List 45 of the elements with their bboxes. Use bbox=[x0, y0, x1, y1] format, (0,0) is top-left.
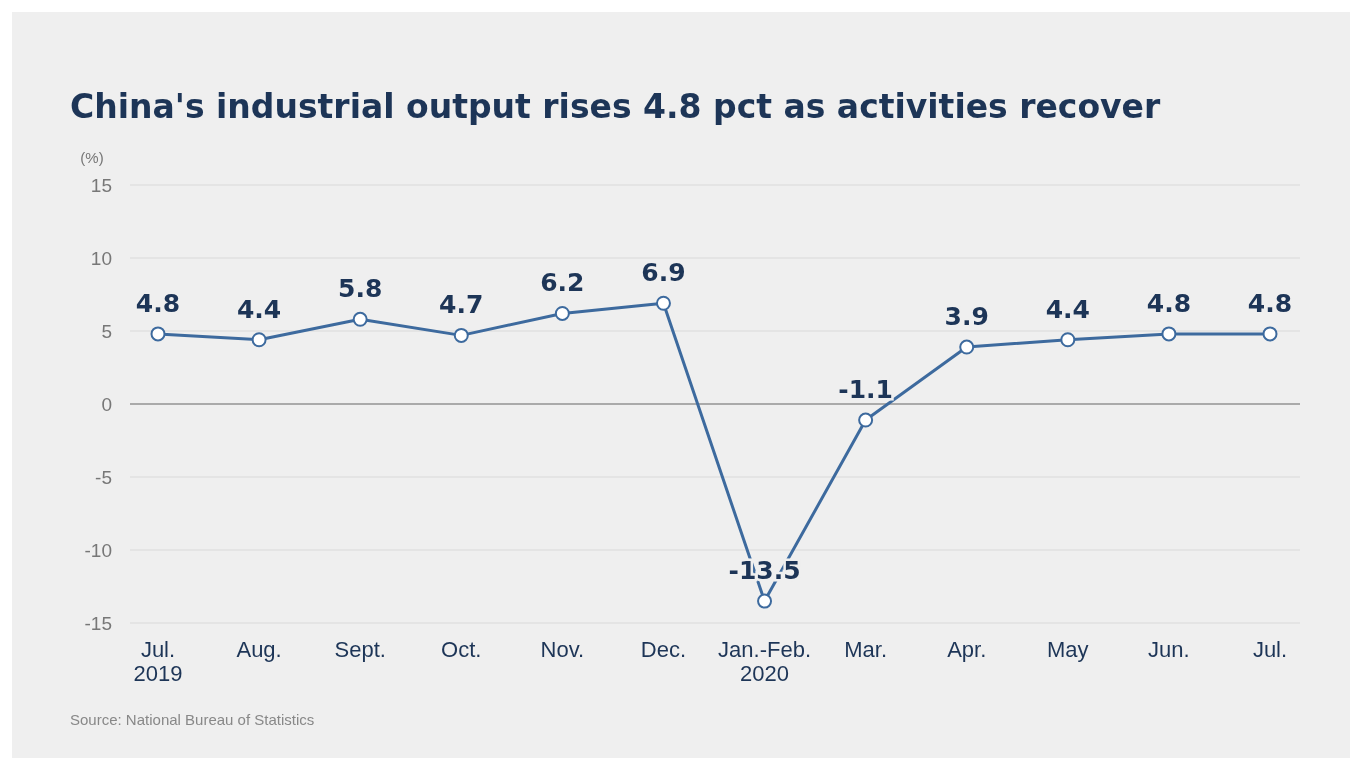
data-label: 4.7 bbox=[439, 290, 484, 320]
y-tick-label: -10 bbox=[84, 539, 112, 561]
data-label: 6.2 bbox=[540, 268, 585, 298]
y-axis-title: (%) bbox=[80, 149, 104, 166]
data-label: 4.4 bbox=[236, 294, 282, 324]
data-label: 4.8 bbox=[1146, 288, 1192, 318]
chart-title: China's industrial output rises 4.8 pct as activities recover bbox=[70, 87, 1161, 126]
point bbox=[554, 305, 570, 321]
point bbox=[959, 339, 975, 355]
x-tick-label: Aug. bbox=[236, 637, 282, 662]
y-tick-label: -15 bbox=[84, 612, 112, 634]
x-tick-label: Sept. bbox=[334, 637, 386, 662]
point bbox=[655, 295, 671, 311]
point bbox=[1262, 326, 1278, 342]
point bbox=[453, 327, 469, 343]
y-tick-label: 15 bbox=[90, 174, 112, 196]
point bbox=[251, 332, 267, 348]
data-label: 4.4 bbox=[1045, 294, 1090, 324]
x-tick-label: Mar. bbox=[844, 637, 888, 662]
y-tick-label: 5 bbox=[101, 320, 112, 342]
x-tick-label: Jul. bbox=[1252, 637, 1288, 662]
x-tick-label: May bbox=[1047, 637, 1089, 662]
data-label: 4.8 bbox=[135, 288, 181, 318]
data-label: -1.1 bbox=[838, 375, 893, 405]
point bbox=[1161, 326, 1177, 342]
data-label: 4.8 bbox=[1247, 288, 1293, 318]
data-label: 5.8 bbox=[338, 274, 383, 304]
data-label: 6.9 bbox=[641, 258, 686, 288]
x-tick-label: Dec. bbox=[640, 637, 687, 662]
point bbox=[150, 326, 166, 342]
x-tick-label: Nov. bbox=[540, 637, 585, 662]
y-tick-label: -5 bbox=[95, 466, 112, 488]
y-tick-label: 0 bbox=[101, 393, 112, 415]
x-tick-label: Apr. bbox=[947, 637, 987, 662]
point bbox=[352, 311, 368, 327]
x-tick-label: Jul. 2019 bbox=[133, 637, 183, 686]
point bbox=[858, 412, 874, 428]
point bbox=[1060, 332, 1076, 348]
y-tick-label: 10 bbox=[90, 247, 112, 269]
data-label: 3.9 bbox=[944, 302, 989, 332]
x-tick-label: Jun. bbox=[1148, 637, 1190, 662]
x-tick-label: Jan.-Feb. 2020 bbox=[718, 637, 812, 686]
point bbox=[757, 593, 773, 609]
x-tick-label: Oct. bbox=[441, 637, 482, 662]
source-note: Source: National Bureau of Statistics bbox=[70, 711, 315, 728]
